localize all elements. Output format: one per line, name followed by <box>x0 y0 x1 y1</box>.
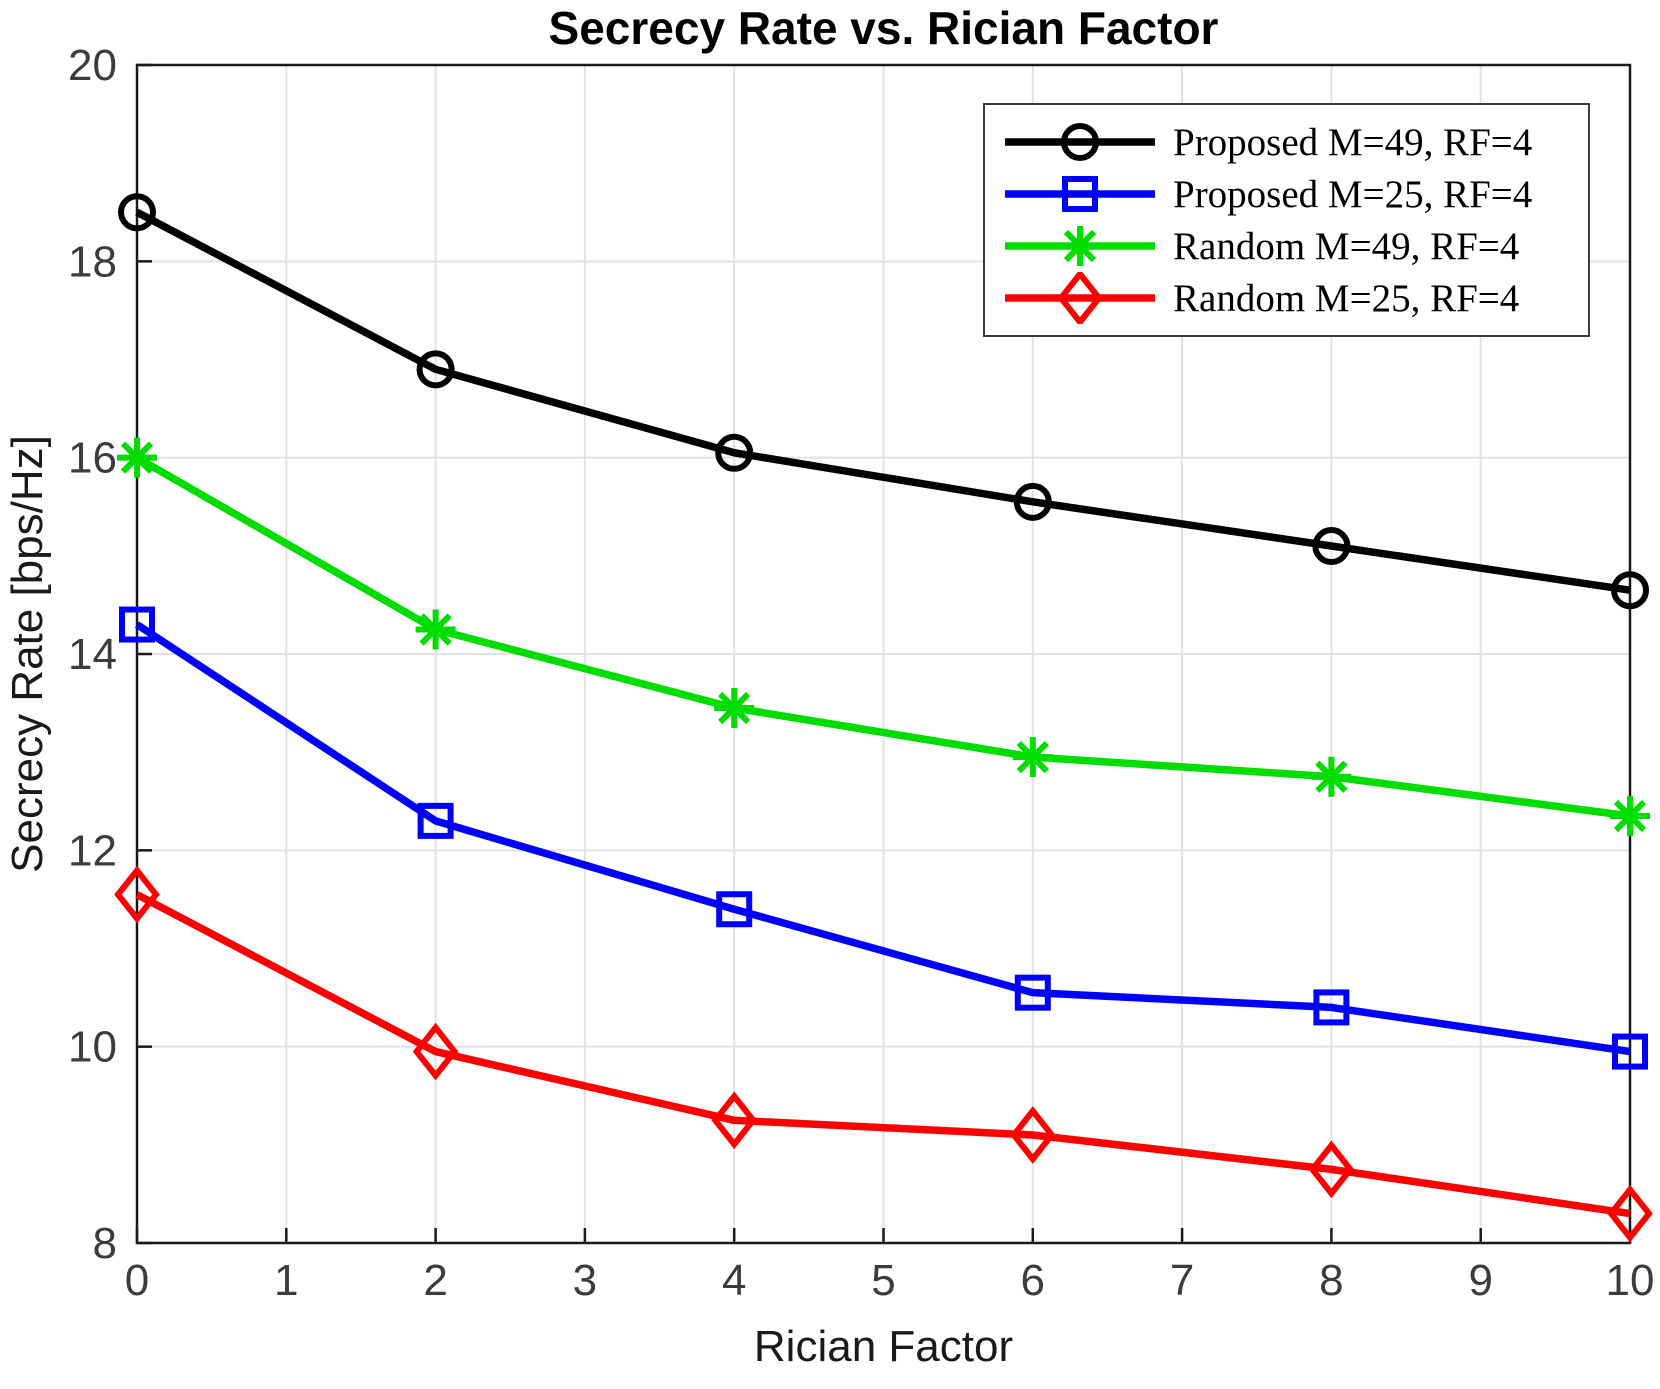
legend-item: Random M=49, RF=4 <box>1001 220 1580 272</box>
y-tick-label: 10 <box>68 1023 117 1072</box>
marker-asterisk-arm <box>718 691 751 725</box>
series-proposed-m-25-rf-4 <box>119 606 1648 1070</box>
marker-circle <box>1312 527 1351 566</box>
x-tick-label: 5 <box>871 1256 895 1305</box>
y-tick-label: 20 <box>68 41 117 90</box>
legend-item: Random M=25, RF=4 <box>1001 272 1580 324</box>
marker-square <box>716 891 753 928</box>
x-tick-label: 6 <box>1021 1256 1045 1305</box>
x-tick-label: 1 <box>274 1256 298 1305</box>
legend-label: Proposed M=25, RF=4 <box>1173 172 1533 216</box>
legend-line-sample <box>1005 272 1155 324</box>
marker-asterisk-arm <box>419 613 452 646</box>
x-axis-label: Rician Factor <box>753 1322 1014 1371</box>
series-random-m-49-rf-4 <box>117 437 1650 836</box>
marker-asterisk-arm <box>1016 740 1049 774</box>
x-tick-label: 7 <box>1170 1256 1194 1305</box>
marker-circle <box>1611 571 1649 610</box>
y-tick-label: 18 <box>68 237 117 286</box>
y-tick-label: 14 <box>68 630 117 679</box>
legend-line-sample <box>1005 226 1155 266</box>
legend-item: Proposed M=49, RF=4 <box>1001 116 1580 168</box>
marker-diamond <box>1607 1184 1653 1243</box>
marker-circle <box>118 193 156 232</box>
series-line <box>134 621 1631 1056</box>
legend-label: Random M=25, RF=4 <box>1173 276 1520 320</box>
chart-title: Secrecy Rate vs. Rician Factor <box>548 2 1219 54</box>
series-line <box>135 454 1631 820</box>
y-tick-label: 12 <box>68 826 117 875</box>
x-tick-label: 3 <box>573 1256 597 1305</box>
marker-circle <box>1061 123 1099 161</box>
x-tick-label: 9 <box>1468 1256 1492 1305</box>
x-tick-label: 4 <box>722 1256 746 1305</box>
x-tick-label: 2 <box>423 1256 447 1305</box>
marker-square <box>1062 176 1098 212</box>
x-tick-label: 10 <box>1606 1256 1655 1305</box>
marker-diamond <box>114 865 160 924</box>
marker-diamond <box>1009 1106 1056 1164</box>
x-tick-label: 8 <box>1319 1256 1343 1305</box>
marker-square <box>1612 1033 1648 1070</box>
marker-square <box>1313 989 1350 1026</box>
marker-circle <box>1013 482 1052 521</box>
series-line <box>135 208 1631 594</box>
marker-square <box>417 802 454 839</box>
marker-diamond <box>412 1022 459 1081</box>
y-tick-label: 8 <box>93 1219 117 1268</box>
legend-label: Random M=49, RF=4 <box>1173 224 1520 268</box>
marker-diamond <box>1308 1140 1355 1199</box>
marker-square <box>1014 974 1051 1011</box>
marker-circle <box>715 433 754 472</box>
series-random-m-25-rf-4 <box>114 865 1653 1243</box>
marker-asterisk-arm <box>1315 760 1348 793</box>
marker-diamond <box>711 1091 758 1150</box>
legend-line-sample <box>1005 176 1155 212</box>
series-proposed-m-49-rf-4 <box>118 193 1649 610</box>
legend-line-sample <box>1005 123 1155 161</box>
y-tick-label: 16 <box>68 434 117 483</box>
x-tick-label: 0 <box>125 1256 149 1305</box>
marker-square <box>119 606 155 643</box>
y-axis-label: Secrecy Rate [bps/Hz] <box>3 435 52 873</box>
marker-asterisk-arm <box>1063 229 1097 263</box>
legend-label: Proposed M=49, RF=4 <box>1173 120 1533 164</box>
marker-asterisk-arm <box>1613 799 1647 833</box>
series-line <box>135 891 1631 1218</box>
marker-asterisk-arm <box>120 441 154 474</box>
marker-circle <box>416 350 455 389</box>
legend: Proposed M=49, RF=4 Proposed M=25, RF=4 Ra… <box>983 103 1590 337</box>
legend-item: Proposed M=25, RF=4 <box>1001 168 1580 220</box>
marker-diamond <box>1057 272 1103 324</box>
